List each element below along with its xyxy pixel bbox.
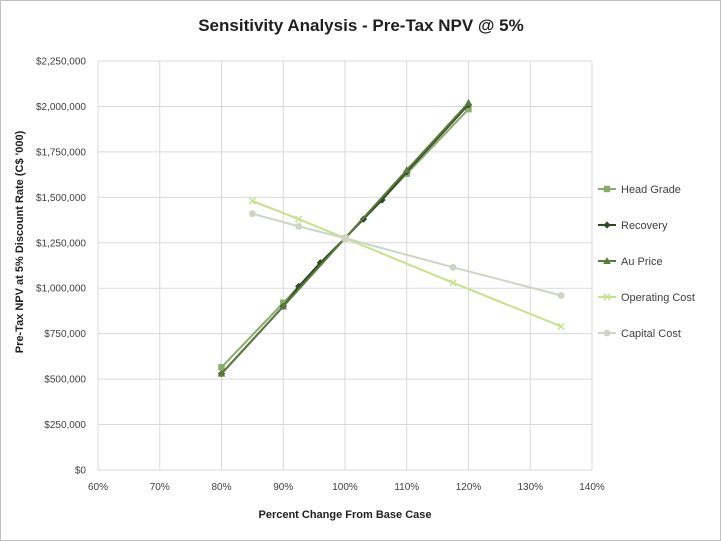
x-axis-title: Percent Change From Base Case	[258, 509, 431, 521]
data-point-operating-cost-stroke	[557, 322, 565, 331]
y-tick-label: $500,000	[44, 375, 86, 386]
data-point-head-grade	[218, 364, 225, 371]
x-tick-label: 80%	[211, 482, 231, 493]
data-point-au-price	[279, 302, 288, 310]
y-tick-labels: $0 $250,000 $500,000 $750,000 $1,000,000 $1,2…	[36, 57, 86, 477]
data-point-operating-cost-stroke	[248, 197, 257, 205]
data-point-au-price	[217, 369, 226, 377]
series-capital-cost	[248, 210, 565, 299]
y-tick-label: $1,250,000	[36, 238, 86, 249]
legend-marker-recovery	[603, 221, 611, 229]
legend: Head Grade Recovery Au Price Operating Cost…	[598, 184, 695, 340]
data-point-operating-cost	[294, 215, 303, 223]
data-point-operating-cost	[449, 279, 457, 287]
y-tick-label: $2,000,000	[36, 102, 86, 113]
x-tick-label: 90%	[273, 482, 293, 493]
legend-label-operating-cost: Operating Cost	[621, 292, 695, 304]
grid-layer	[97, 60, 593, 471]
legend-marker-operating-cost	[603, 293, 611, 301]
legend-item-head-grade: Head Grade	[598, 184, 681, 196]
x-tick-label: 70%	[150, 482, 170, 493]
data-point-capital-cost	[341, 234, 349, 242]
data-point-capital-cost	[557, 292, 565, 299]
data-point-capital-cost	[295, 223, 303, 230]
x-tick-labels: 60% 70% 80% 90% 100% 110% 120% 130% 140%	[88, 482, 605, 493]
series-layer	[217, 98, 565, 378]
x-tick-label: 60%	[88, 482, 108, 493]
data-point-operating-cost	[557, 322, 565, 331]
x-tick-label: 140%	[579, 482, 605, 493]
x-tick-label: 100%	[332, 482, 358, 493]
data-point-operating-cost-stroke	[294, 215, 303, 223]
chart-title: Sensitivity Analysis - Pre-Tax NPV @ 5%	[198, 16, 524, 35]
y-tick-label: $1,750,000	[36, 147, 86, 158]
legend-label-capital-cost: Capital Cost	[621, 328, 681, 340]
legend-item-recovery: Recovery	[598, 220, 668, 232]
legend-label-au-price: Au Price	[621, 256, 663, 268]
y-axis-title: Pre-Tax NPV at 5% Discount Rate (C$ '000…	[14, 130, 26, 353]
y-tick-label: $750,000	[44, 329, 86, 340]
x-tick-label: 120%	[456, 482, 482, 493]
x-tick-label: 110%	[394, 482, 419, 493]
y-tick-label: $1,000,000	[36, 284, 86, 295]
data-point-recovery	[316, 259, 324, 267]
legend-marker-au-price	[603, 257, 611, 264]
legend-marker-head-grade	[603, 185, 611, 193]
y-tick-label: $250,000	[44, 420, 86, 431]
legend-marker-operating-cost-stroke	[603, 293, 611, 301]
legend-label-recovery: Recovery	[621, 220, 668, 232]
data-point-capital-cost	[449, 263, 457, 271]
data-point-operating-cost	[248, 197, 257, 205]
legend-item-au-price: Au Price	[598, 256, 663, 268]
legend-item-operating-cost: Operating Cost	[598, 292, 695, 304]
legend-label-head-grade: Head Grade	[621, 184, 681, 196]
data-point-capital-cost	[248, 210, 256, 218]
y-tick-label: $2,250,000	[36, 57, 86, 68]
data-point-au-price	[402, 166, 411, 174]
y-tick-label: $0	[75, 466, 87, 477]
y-tick-label: $1,500,000	[36, 193, 86, 204]
data-point-operating-cost-stroke	[449, 279, 457, 287]
data-point-head-grade	[465, 105, 472, 113]
x-tick-label: 130%	[517, 482, 543, 493]
data-point-au-price	[464, 98, 473, 106]
legend-marker-capital-cost	[603, 329, 611, 337]
legend-item-capital-cost: Capital Cost	[598, 328, 681, 340]
